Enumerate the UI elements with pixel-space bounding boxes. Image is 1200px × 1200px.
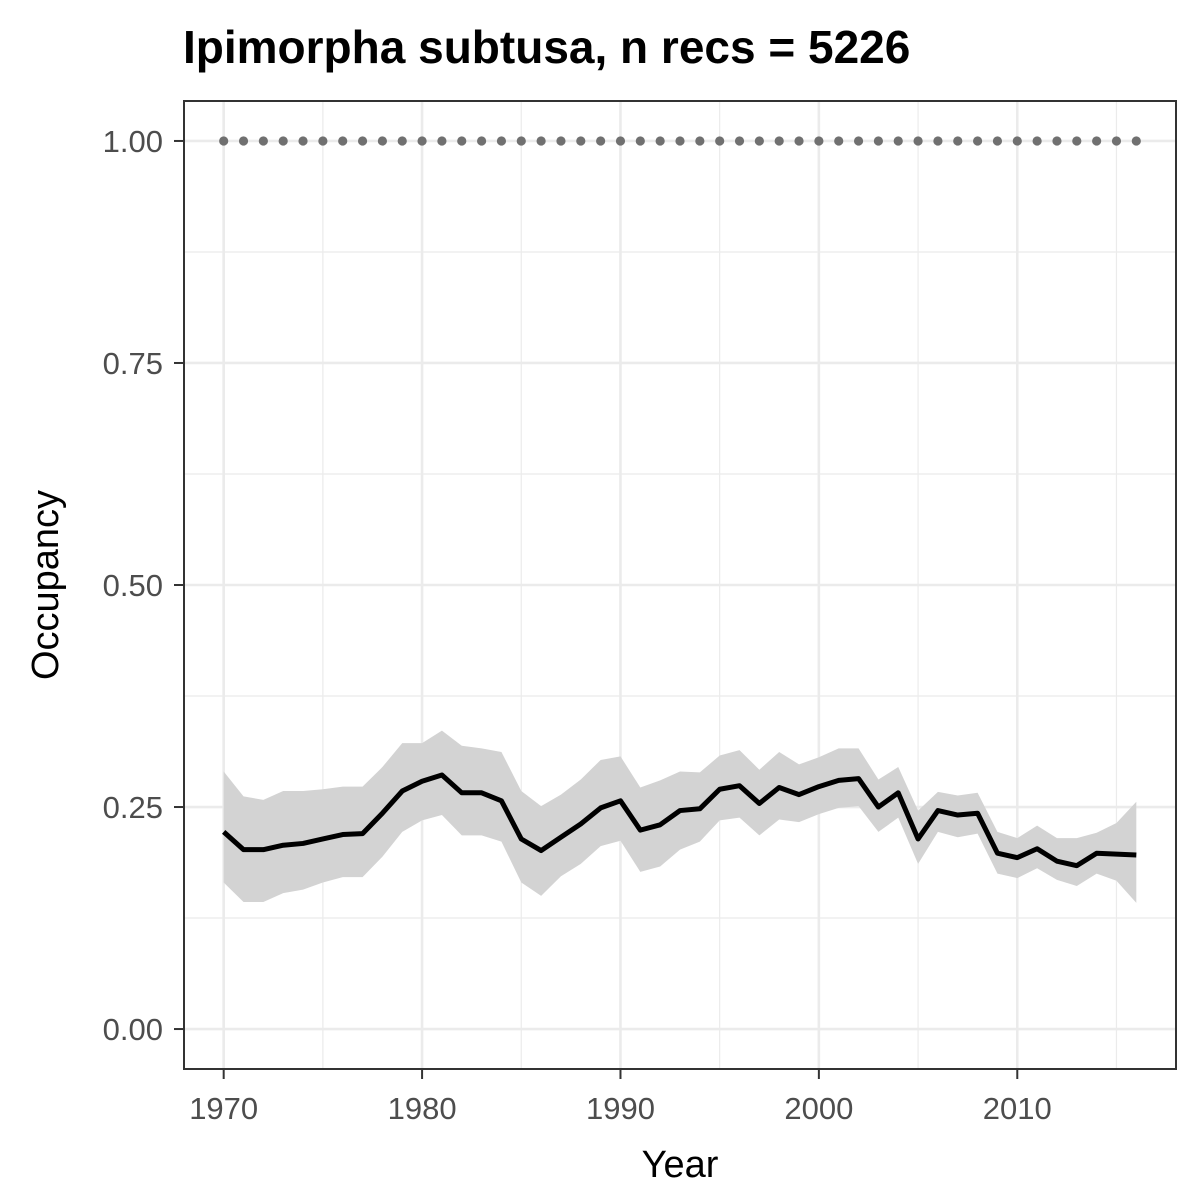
reference-dot [953,136,963,146]
reference-dot [973,136,983,146]
y-tick-label: 0.25 [103,790,163,825]
reference-dot [734,136,745,146]
reference-dot [596,136,606,146]
reference-dot [516,136,526,146]
reference-dot [258,136,268,146]
reference-dot [992,136,1003,146]
confidence-band-layer [223,730,1137,903]
reference-dot [794,136,804,146]
reference-dot [1111,136,1122,146]
reference-dot [655,136,665,146]
reference-dot [318,136,328,146]
y-axis-title: Occupancy [25,490,67,680]
reference-dot [695,136,705,146]
reference-dots-layer [219,136,1141,146]
reference-dot [873,136,884,146]
reference-dot [834,136,844,146]
reference-dot [615,136,626,146]
reference-dot [814,136,824,146]
reference-dot [238,136,249,146]
mean-line-layer [222,772,1137,869]
reference-dot [893,136,903,146]
reference-dot [536,136,546,146]
reference-dot [1032,136,1042,146]
reference-dot [774,136,784,146]
reference-dot [635,136,645,146]
y-tick-label: 1.00 [103,124,163,159]
reference-dot [437,136,447,146]
reference-dot [1092,136,1102,146]
x-tick-label: 2000 [784,1091,853,1126]
reference-dot [715,136,725,146]
x-axis: 1970 1980 1990 2000 2010 [189,1069,1052,1126]
x-tick-label: 1980 [388,1091,457,1126]
x-tick-label: 1990 [586,1091,655,1126]
reference-dot [278,136,288,146]
reference-dot [357,136,368,146]
reference-dot [754,136,764,146]
x-tick-label: 2010 [983,1091,1052,1126]
reference-dot [457,136,467,146]
reference-dot [377,136,387,146]
reference-dot [675,136,685,146]
reference-dot [1052,136,1062,146]
reference-dot [417,136,427,146]
reference-dot [477,136,487,146]
y-axis: 0.00 0.25 0.50 0.75 1.00 [103,124,184,1047]
reference-dot [576,136,586,146]
reference-dot [397,136,407,146]
reference-dot [1131,136,1141,146]
reference-dot [933,136,943,146]
y-tick-label: 0.75 [103,346,163,381]
reference-dot [853,136,864,146]
chart-title: Ipimorpha subtusa, n recs = 5226 [183,21,910,73]
x-tick-label: 1970 [189,1091,258,1126]
reference-dot [338,136,348,146]
reference-dot [1012,136,1022,146]
x-axis-title: Year [642,1144,719,1186]
reference-dot [496,136,507,146]
confidence-band [223,730,1137,903]
reference-dot [556,136,566,146]
reference-dot [913,136,923,146]
y-tick-label: 0.00 [103,1012,163,1047]
reference-dot [219,136,229,146]
reference-dot [298,136,308,146]
mean-occupancy-line [222,772,1137,869]
reference-dot [1072,136,1082,146]
y-tick-label: 0.50 [103,568,163,603]
